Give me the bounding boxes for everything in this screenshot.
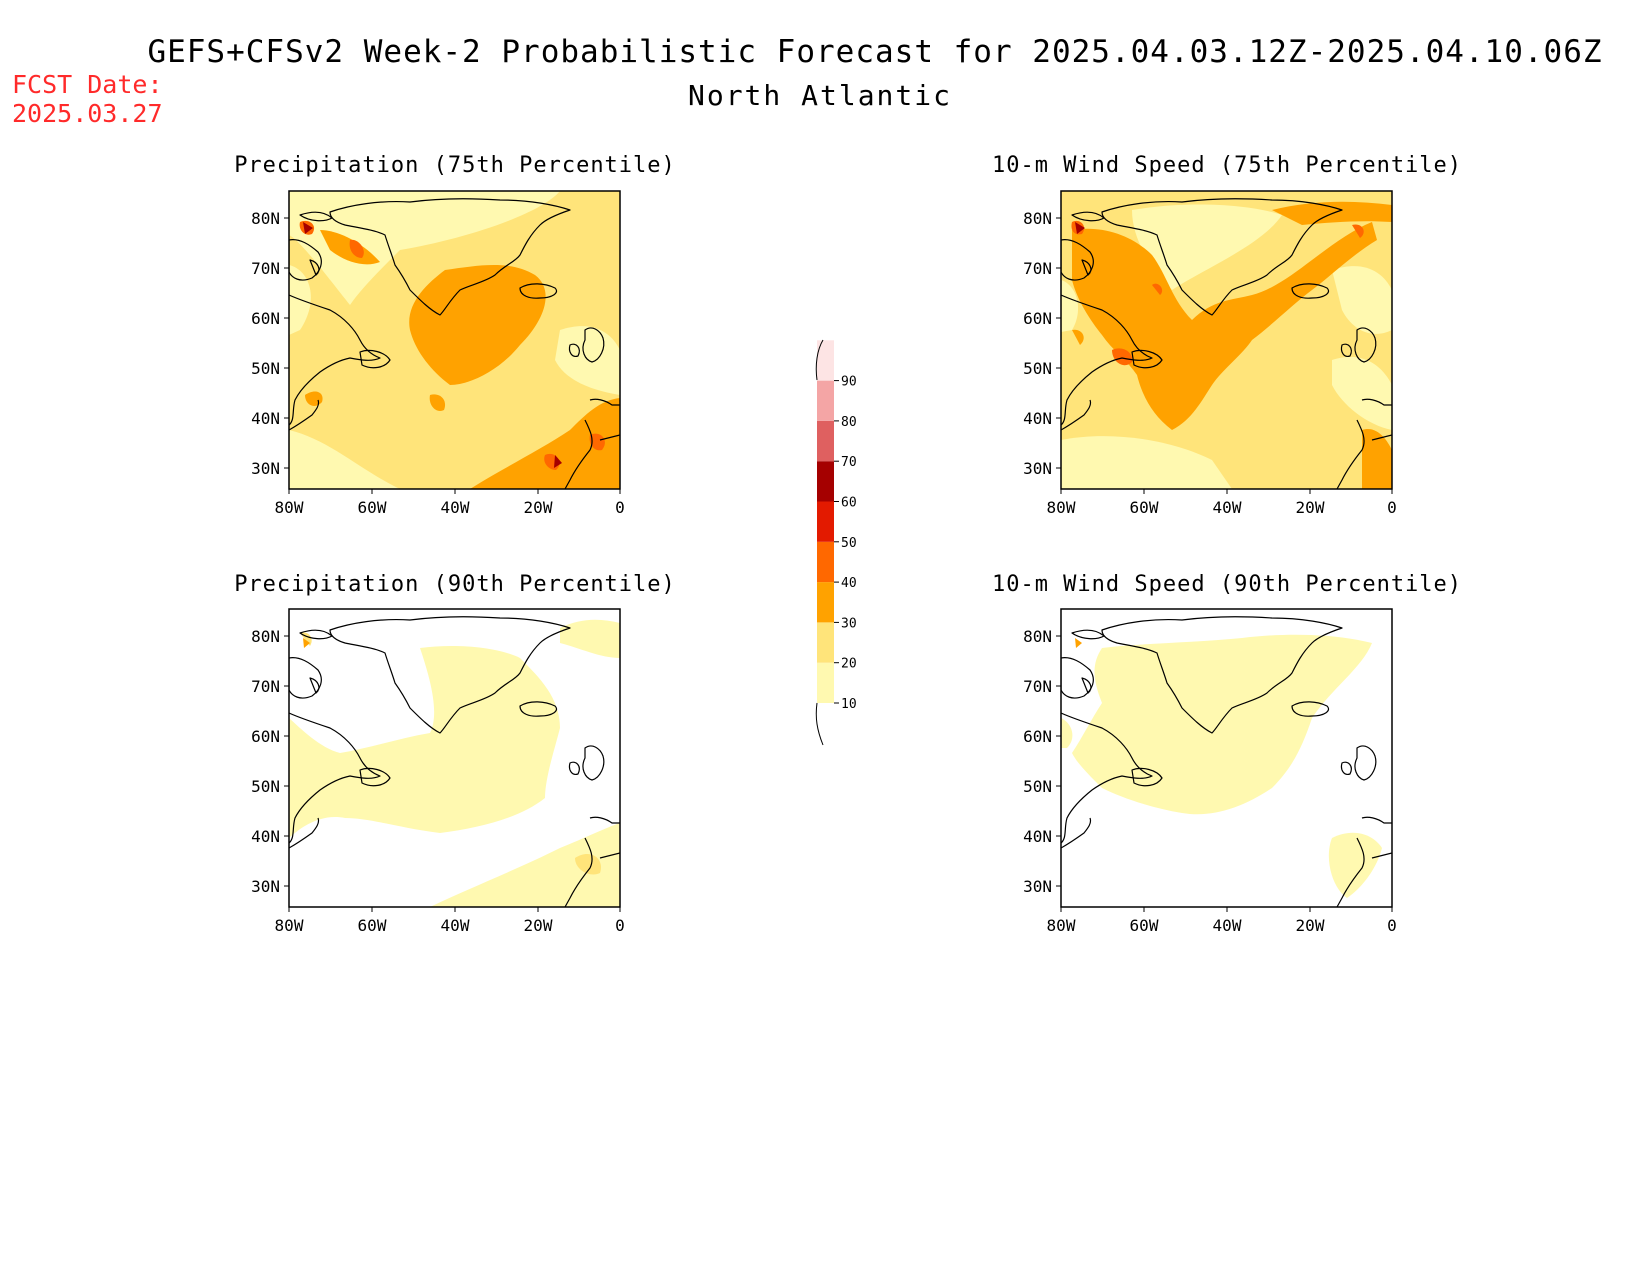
axis-ticks: 80N 70N 60N 50N 40N 30N 80W 60W 40W 20W 0 80N 70N 60N… [251, 209, 1397, 935]
lat-tick-label: 40N [251, 827, 280, 846]
lon-tick-label: 40W [1213, 916, 1242, 935]
lon-tick-label: 60W [1130, 916, 1159, 935]
shading-30-40 [305, 230, 620, 489]
lat-tick-label: 70N [251, 259, 280, 278]
lat-tick-label: 50N [251, 359, 280, 378]
lon-tick-label: 80W [275, 916, 304, 935]
lon-tick-label: 0 [615, 916, 625, 935]
colorbar-label: 30 [841, 616, 857, 631]
shading-30-40 [303, 638, 310, 648]
lat-tick-label: 40N [1023, 827, 1052, 846]
fcst-date-value: 2025.03.27 [12, 99, 163, 128]
lon-tick-label: 20W [524, 916, 553, 935]
panel-title: Precipitation (90th Percentile) [234, 572, 676, 597]
lon-tick-label: 0 [1387, 916, 1397, 935]
shading-30-40 [1072, 201, 1392, 489]
lat-tick-label: 30N [251, 877, 280, 896]
colorbar-label: 70 [841, 455, 857, 470]
colorbar-label: 80 [841, 415, 857, 430]
lat-tick-label: 50N [251, 777, 280, 796]
lon-tick-label: 0 [615, 498, 625, 517]
lat-tick-label: 80N [251, 627, 280, 646]
lon-tick-label: 20W [524, 498, 553, 517]
colorbar-swatch [817, 340, 834, 381]
shading-60-70 [554, 455, 562, 468]
lat-tick-label: 60N [251, 309, 280, 328]
colorbar-swatch [817, 622, 834, 663]
lon-tick-label: 80W [275, 498, 304, 517]
colorbar-swatch [817, 420, 834, 462]
lon-tick-label: 60W [1130, 498, 1159, 517]
colorbar-label: 40 [841, 576, 857, 591]
fcst-date-label: FCST Date: [12, 70, 163, 99]
colorbar-bottom-cap [815, 702, 824, 746]
panel-title: 10-m Wind Speed (75th Percentile) [992, 153, 1462, 178]
lat-tick-label: 30N [1023, 459, 1052, 478]
colorbar-label: 50 [841, 536, 857, 551]
region-subtitle: North Atlantic [688, 79, 952, 112]
lon-tick-label: 20W [1296, 916, 1325, 935]
panel-precip-90: Precipitation (90th Percentile) [234, 572, 676, 908]
lat-tick-label: 30N [251, 459, 280, 478]
colorbar-swatch [817, 461, 834, 502]
colorbar-label: 10 [841, 697, 857, 712]
lon-tick-label: 0 [1387, 498, 1397, 517]
lat-tick-label: 60N [1023, 309, 1052, 328]
lon-tick-label: 40W [441, 498, 470, 517]
colorbar-swatch [817, 380, 834, 421]
map-area [288, 608, 621, 908]
lat-tick-label: 70N [1023, 677, 1052, 696]
lon-tick-label: 60W [358, 916, 387, 935]
panel-title: 10-m Wind Speed (90th Percentile) [992, 572, 1462, 597]
panel-precip-75: Precipitation (75th Percentile) [234, 153, 676, 490]
shading-40-50 [299, 220, 605, 470]
lon-tick-label: 20W [1296, 498, 1325, 517]
lon-tick-label: 80W [1047, 916, 1076, 935]
lon-tick-label: 40W [1213, 498, 1242, 517]
map-area [1060, 190, 1393, 490]
lat-tick-label: 30N [1023, 877, 1052, 896]
lat-tick-label: 70N [251, 677, 280, 696]
lon-tick-label: 60W [358, 498, 387, 517]
lat-tick-label: 80N [1023, 209, 1052, 228]
colorbar-swatch [817, 662, 834, 703]
shading-30-40 [1075, 638, 1082, 648]
lat-tick-label: 40N [251, 409, 280, 428]
map-area [1060, 608, 1393, 908]
panel-wind-90: 10-m Wind Speed (90th Percentile) [992, 572, 1462, 908]
panel-title: Precipitation (75th Percentile) [234, 153, 676, 178]
colorbar-swatch [817, 501, 834, 542]
colorbar-swatch [817, 582, 834, 623]
lat-tick-label: 70N [1023, 259, 1052, 278]
lat-tick-label: 50N [1023, 359, 1052, 378]
main-title: GEFS+CFSv2 Week-2 Probabilistic Forecast… [147, 34, 1602, 70]
colorbar-label: 60 [841, 496, 857, 511]
lat-tick-label: 80N [251, 209, 280, 228]
colorbar-top-cap [815, 339, 824, 381]
shading-60-70 [1075, 222, 1085, 234]
lon-tick-label: 40W [441, 916, 470, 935]
lat-tick-label: 80N [1023, 627, 1052, 646]
lat-tick-label: 40N [1023, 409, 1052, 428]
lon-tick-label: 80W [1047, 498, 1076, 517]
colorbar-swatch [817, 541, 834, 583]
lat-tick-label: 50N [1023, 777, 1052, 796]
lat-tick-label: 60N [251, 727, 280, 746]
shading-60-70 [303, 222, 313, 234]
map-area [288, 190, 621, 490]
colorbar-label: 20 [841, 657, 857, 672]
colorbar-label: 90 [841, 375, 857, 390]
panel-wind-75: 10-m Wind Speed (75th Percentile) [992, 153, 1462, 490]
lat-tick-label: 60N [1023, 727, 1052, 746]
colorbar: 10 20 30 40 50 60 70 80 90 [815, 339, 857, 746]
